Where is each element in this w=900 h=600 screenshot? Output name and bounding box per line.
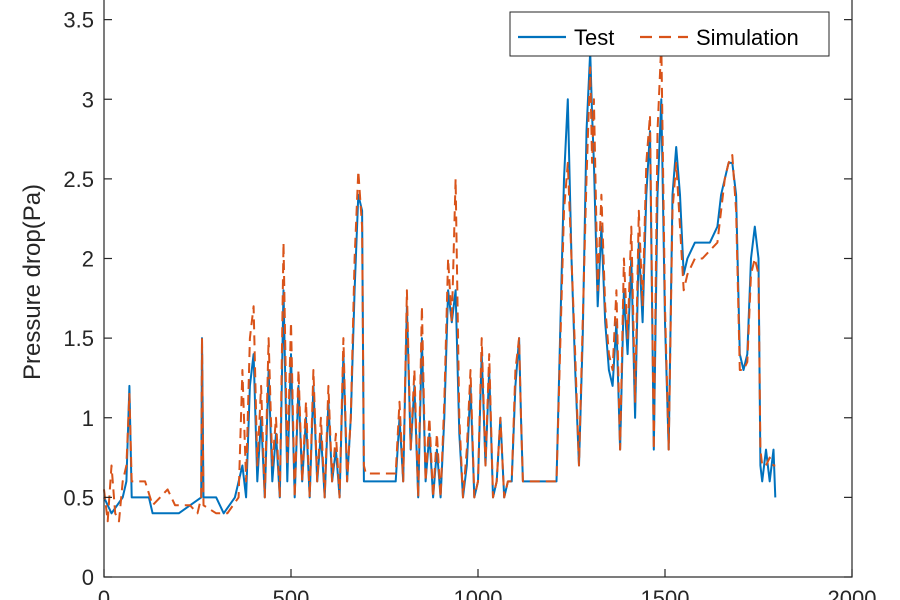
x-tick-label: 1000: [454, 586, 503, 600]
x-tick-label: 500: [273, 586, 310, 600]
series-layer: [103, 42, 777, 523]
x-tick-label: 2000: [828, 586, 877, 600]
y-tick-label: 2: [82, 247, 94, 272]
legend-box: [509, 11, 830, 57]
legend-label-test: Test: [574, 25, 614, 50]
x-tick-label: 1500: [641, 586, 690, 600]
tick-layer: 0 0.5 1 1.5 2 2.5 3 3.5 0 500 1000 1500 2000: [63, 8, 876, 600]
y-tick-label: 2.5: [63, 167, 94, 192]
y-axis-title: Pressure drop(Pa): [19, 184, 46, 380]
y-tick-label: 0: [82, 565, 94, 590]
legend-label-simulation: Simulation: [696, 25, 799, 50]
y-tick-label: 1: [82, 406, 94, 431]
y-tick-label: 3: [82, 87, 94, 112]
y-tick-label: 3.5: [63, 8, 94, 33]
series-line-simulation: [103, 42, 776, 523]
legend: Test Simulation: [509, 11, 830, 57]
y-tick-label: 1.5: [63, 326, 94, 351]
y-tick-label: 0.5: [63, 485, 94, 510]
x-tick-label: 0: [98, 586, 110, 600]
